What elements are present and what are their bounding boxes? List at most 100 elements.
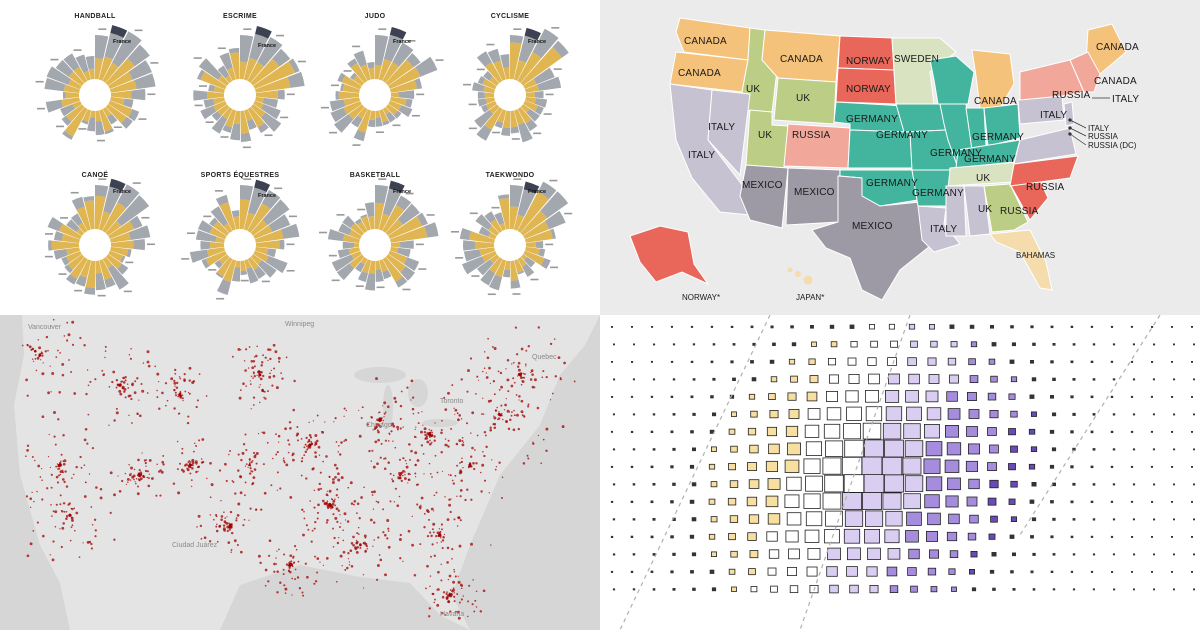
density-point: [331, 502, 335, 506]
map-label: SWEDEN: [894, 54, 939, 65]
radial-bar: [240, 132, 252, 142]
grid-square: [1070, 430, 1074, 434]
radial-bar: [510, 42, 522, 80]
density-point: [359, 547, 362, 549]
density-point: [430, 555, 432, 558]
radial-bar: [382, 120, 390, 126]
density-point: [113, 493, 116, 497]
density-point: [79, 455, 82, 459]
grid-square: [788, 548, 800, 560]
great-lake-superior: [354, 367, 406, 383]
density-point: [317, 488, 321, 491]
density-point: [343, 407, 346, 410]
density-point: [423, 427, 427, 431]
density-point: [54, 525, 57, 528]
country-map-panel: CANADA CANADA CANADA NORWAY SWEDEN CANAD…: [600, 0, 1200, 315]
density-point: [464, 498, 467, 502]
density-point: [384, 573, 387, 577]
grid-square: [670, 360, 674, 363]
radial-bar: [250, 219, 268, 236]
density-point: [554, 375, 558, 378]
radial-bar: [65, 274, 78, 285]
radial-bar: [107, 113, 118, 125]
density-point: [307, 444, 311, 448]
density-point: [316, 557, 320, 560]
density-point: [373, 427, 377, 431]
grid-square: [1150, 430, 1153, 433]
state-wisconsin: [929, 55, 975, 105]
grid-square: [1052, 482, 1056, 487]
radial-label-tick: [318, 231, 327, 234]
density-point: [379, 419, 382, 422]
density-point: [95, 486, 98, 489]
grid-square: [769, 359, 775, 364]
density-point: [61, 373, 65, 377]
density-point: [272, 374, 276, 378]
density-point: [549, 342, 553, 346]
grid-square: [1010, 325, 1014, 329]
radial-bar: [95, 58, 104, 80]
map-label: GERMANY: [964, 154, 1016, 165]
radial-bar: [60, 104, 75, 117]
density-point: [303, 454, 306, 457]
radial-bar: [472, 82, 485, 92]
density-point: [452, 482, 455, 485]
density-point: [480, 490, 483, 493]
radial-bar: [385, 59, 414, 86]
grid-square: [712, 412, 717, 417]
density-point: [506, 358, 510, 362]
density-point: [260, 508, 263, 511]
density-point: [384, 411, 387, 414]
map-label: ITALY: [1040, 110, 1067, 121]
radial-bar: [61, 97, 81, 108]
density-point: [276, 591, 279, 594]
grid-square: [1030, 570, 1034, 574]
density-point: [101, 369, 104, 372]
density-point: [275, 433, 277, 436]
grid-square: [1171, 536, 1173, 538]
density-point: [545, 375, 548, 379]
grid-square: [749, 550, 759, 559]
grid-square: [1132, 448, 1136, 451]
radial-bar: [481, 104, 489, 113]
density-point: [115, 379, 119, 382]
density-point: [125, 483, 128, 486]
density-point: [237, 502, 241, 506]
density-point: [39, 476, 42, 478]
density-point: [312, 420, 315, 422]
density-point: [439, 537, 442, 539]
density-point: [277, 441, 280, 443]
grid-square: [1173, 448, 1176, 451]
grid-square: [1072, 518, 1076, 521]
density-point: [355, 541, 359, 545]
density-point: [90, 547, 93, 550]
density-point: [396, 504, 400, 508]
density-point: [454, 575, 457, 578]
grid-square: [989, 479, 999, 489]
density-point: [521, 376, 524, 379]
radial-bar: [64, 264, 73, 274]
density-point: [475, 393, 477, 395]
grid-square: [887, 357, 897, 366]
radial-label-tick: [378, 178, 387, 180]
radial-bar: [109, 232, 131, 243]
density-point: [440, 523, 443, 526]
grid-square: [1191, 466, 1193, 468]
radial-label-tick: [426, 214, 435, 216]
density-point: [215, 529, 219, 533]
density-point: [295, 548, 298, 551]
density-point: [447, 445, 450, 448]
density-point: [386, 519, 390, 522]
grid-square: [866, 566, 878, 577]
density-point: [347, 486, 350, 489]
radial-label-tick: [199, 85, 208, 87]
density-point: [282, 568, 285, 571]
radial-center: [80, 230, 110, 260]
density-point: [31, 491, 33, 494]
radial-bar: [389, 226, 428, 243]
density-point: [527, 457, 530, 460]
density-point: [413, 435, 417, 439]
density-point: [493, 347, 497, 350]
density-point: [479, 610, 483, 613]
